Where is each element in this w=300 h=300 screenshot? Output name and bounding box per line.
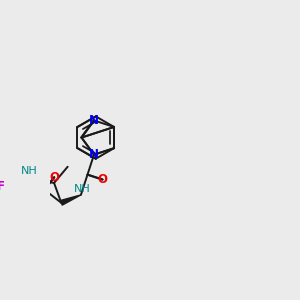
Text: N: N: [89, 148, 99, 161]
Text: NH: NH: [21, 166, 38, 176]
Text: N: N: [89, 114, 99, 127]
Text: O: O: [98, 173, 107, 186]
Polygon shape: [60, 195, 81, 205]
Text: O: O: [50, 171, 59, 184]
Text: NH: NH: [74, 184, 91, 194]
Text: F: F: [0, 180, 5, 193]
